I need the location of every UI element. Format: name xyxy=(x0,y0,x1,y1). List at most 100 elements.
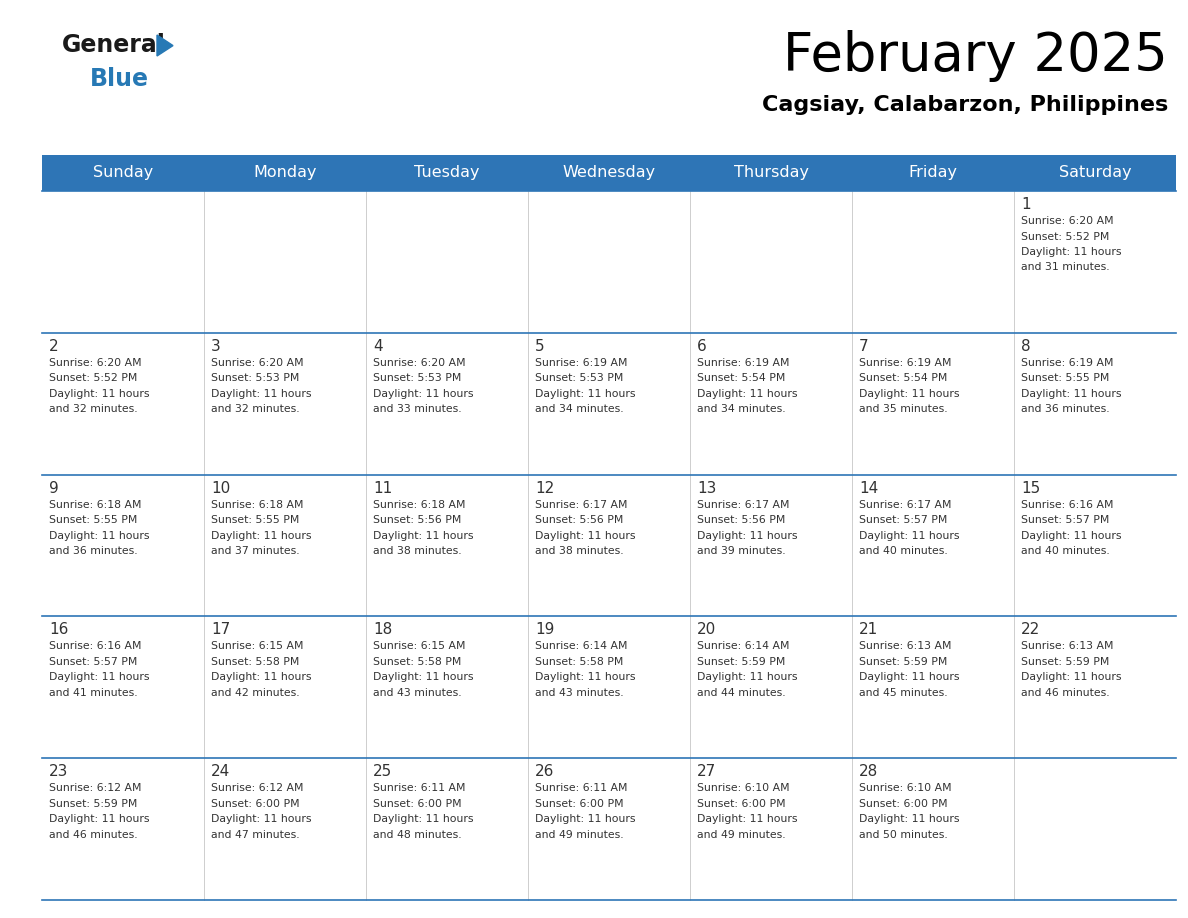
Text: Sunset: 5:56 PM: Sunset: 5:56 PM xyxy=(697,515,785,525)
Text: 28: 28 xyxy=(859,764,878,779)
Text: 23: 23 xyxy=(49,764,69,779)
Text: 3: 3 xyxy=(211,339,221,353)
Text: Sunset: 5:59 PM: Sunset: 5:59 PM xyxy=(697,657,785,666)
Text: Sunset: 5:55 PM: Sunset: 5:55 PM xyxy=(1020,374,1110,384)
Text: 27: 27 xyxy=(697,764,716,779)
Bar xyxy=(42,475,204,616)
Bar xyxy=(366,758,527,900)
Text: Sunrise: 6:10 AM: Sunrise: 6:10 AM xyxy=(859,783,952,793)
Text: 1: 1 xyxy=(1020,197,1031,212)
Text: Daylight: 11 hours: Daylight: 11 hours xyxy=(535,814,636,824)
Bar xyxy=(527,333,690,475)
Bar xyxy=(1015,758,1176,900)
Text: 7: 7 xyxy=(859,339,868,353)
Text: 6: 6 xyxy=(697,339,707,353)
Text: Sunrise: 6:13 AM: Sunrise: 6:13 AM xyxy=(859,642,952,652)
Text: Sunrise: 6:18 AM: Sunrise: 6:18 AM xyxy=(373,499,466,509)
Text: Sunset: 5:59 PM: Sunset: 5:59 PM xyxy=(49,799,138,809)
Text: Sunset: 5:52 PM: Sunset: 5:52 PM xyxy=(1020,231,1110,241)
Bar xyxy=(690,616,852,758)
Text: 11: 11 xyxy=(373,481,392,496)
Text: Sunset: 5:57 PM: Sunset: 5:57 PM xyxy=(49,657,138,666)
Bar xyxy=(852,616,1015,758)
Text: 13: 13 xyxy=(697,481,716,496)
Text: Daylight: 11 hours: Daylight: 11 hours xyxy=(859,531,960,541)
Text: Daylight: 11 hours: Daylight: 11 hours xyxy=(859,814,960,824)
Text: and 43 minutes.: and 43 minutes. xyxy=(373,688,462,698)
Text: 8: 8 xyxy=(1020,339,1031,353)
Bar xyxy=(1015,475,1176,616)
Text: Sunrise: 6:12 AM: Sunrise: 6:12 AM xyxy=(49,783,141,793)
Bar xyxy=(1015,616,1176,758)
Text: Sunset: 5:54 PM: Sunset: 5:54 PM xyxy=(697,374,785,384)
Text: and 41 minutes.: and 41 minutes. xyxy=(49,688,138,698)
Text: Sunrise: 6:11 AM: Sunrise: 6:11 AM xyxy=(535,783,627,793)
Text: and 39 minutes.: and 39 minutes. xyxy=(697,546,785,556)
Bar xyxy=(204,155,366,191)
Text: Sunset: 5:55 PM: Sunset: 5:55 PM xyxy=(211,515,299,525)
Bar xyxy=(204,475,366,616)
Text: Sunset: 5:52 PM: Sunset: 5:52 PM xyxy=(49,374,138,384)
Text: Sunrise: 6:12 AM: Sunrise: 6:12 AM xyxy=(211,783,303,793)
Bar xyxy=(527,616,690,758)
Text: Daylight: 11 hours: Daylight: 11 hours xyxy=(859,672,960,682)
Text: and 46 minutes.: and 46 minutes. xyxy=(1020,688,1110,698)
Text: Daylight: 11 hours: Daylight: 11 hours xyxy=(49,531,150,541)
Text: Sunset: 5:53 PM: Sunset: 5:53 PM xyxy=(535,374,624,384)
Text: Sunrise: 6:14 AM: Sunrise: 6:14 AM xyxy=(697,642,790,652)
Bar xyxy=(527,475,690,616)
Text: and 43 minutes.: and 43 minutes. xyxy=(535,688,624,698)
Bar xyxy=(366,475,527,616)
Bar xyxy=(1015,191,1176,333)
Text: 12: 12 xyxy=(535,481,555,496)
Text: Sunrise: 6:17 AM: Sunrise: 6:17 AM xyxy=(535,499,627,509)
Text: Sunset: 5:56 PM: Sunset: 5:56 PM xyxy=(373,515,461,525)
Text: Daylight: 11 hours: Daylight: 11 hours xyxy=(697,814,797,824)
Text: Sunrise: 6:19 AM: Sunrise: 6:19 AM xyxy=(697,358,790,368)
Bar xyxy=(42,758,204,900)
Text: and 32 minutes.: and 32 minutes. xyxy=(49,404,138,414)
Bar xyxy=(690,758,852,900)
Text: Sunset: 5:57 PM: Sunset: 5:57 PM xyxy=(859,515,947,525)
Text: Sunrise: 6:20 AM: Sunrise: 6:20 AM xyxy=(1020,216,1113,226)
Text: Daylight: 11 hours: Daylight: 11 hours xyxy=(1020,389,1121,398)
Text: Daylight: 11 hours: Daylight: 11 hours xyxy=(1020,531,1121,541)
Text: and 33 minutes.: and 33 minutes. xyxy=(373,404,462,414)
Text: Sunday: Sunday xyxy=(93,165,153,181)
Text: and 32 minutes.: and 32 minutes. xyxy=(211,404,299,414)
Bar xyxy=(1015,155,1176,191)
Text: Daylight: 11 hours: Daylight: 11 hours xyxy=(697,389,797,398)
Text: Tuesday: Tuesday xyxy=(415,165,480,181)
Text: and 42 minutes.: and 42 minutes. xyxy=(211,688,299,698)
Text: and 31 minutes.: and 31 minutes. xyxy=(1020,263,1110,273)
Text: 17: 17 xyxy=(211,622,230,637)
Text: Wednesday: Wednesday xyxy=(562,165,656,181)
Text: Sunset: 6:00 PM: Sunset: 6:00 PM xyxy=(697,799,785,809)
Text: Sunrise: 6:16 AM: Sunrise: 6:16 AM xyxy=(1020,499,1113,509)
Text: Sunrise: 6:10 AM: Sunrise: 6:10 AM xyxy=(697,783,790,793)
Text: and 46 minutes.: and 46 minutes. xyxy=(49,830,138,840)
Text: 2: 2 xyxy=(49,339,58,353)
Text: and 40 minutes.: and 40 minutes. xyxy=(1020,546,1110,556)
Text: Sunset: 5:59 PM: Sunset: 5:59 PM xyxy=(1020,657,1110,666)
Bar xyxy=(852,333,1015,475)
Text: Sunrise: 6:20 AM: Sunrise: 6:20 AM xyxy=(49,358,141,368)
Bar xyxy=(527,758,690,900)
Text: Saturday: Saturday xyxy=(1059,165,1131,181)
Text: Sunset: 5:54 PM: Sunset: 5:54 PM xyxy=(859,374,947,384)
Text: and 38 minutes.: and 38 minutes. xyxy=(535,546,624,556)
Text: 15: 15 xyxy=(1020,481,1041,496)
Bar xyxy=(366,191,527,333)
Text: Sunset: 6:00 PM: Sunset: 6:00 PM xyxy=(535,799,624,809)
Text: Sunrise: 6:19 AM: Sunrise: 6:19 AM xyxy=(1020,358,1113,368)
Text: Sunset: 5:59 PM: Sunset: 5:59 PM xyxy=(859,657,947,666)
Text: and 50 minutes.: and 50 minutes. xyxy=(859,830,948,840)
Text: and 36 minutes.: and 36 minutes. xyxy=(49,546,138,556)
Text: Sunrise: 6:15 AM: Sunrise: 6:15 AM xyxy=(211,642,303,652)
Text: and 35 minutes.: and 35 minutes. xyxy=(859,404,948,414)
Text: and 40 minutes.: and 40 minutes. xyxy=(859,546,948,556)
Bar xyxy=(690,191,852,333)
Text: Sunrise: 6:17 AM: Sunrise: 6:17 AM xyxy=(697,499,790,509)
Text: Sunset: 5:57 PM: Sunset: 5:57 PM xyxy=(1020,515,1110,525)
Text: Daylight: 11 hours: Daylight: 11 hours xyxy=(373,389,474,398)
